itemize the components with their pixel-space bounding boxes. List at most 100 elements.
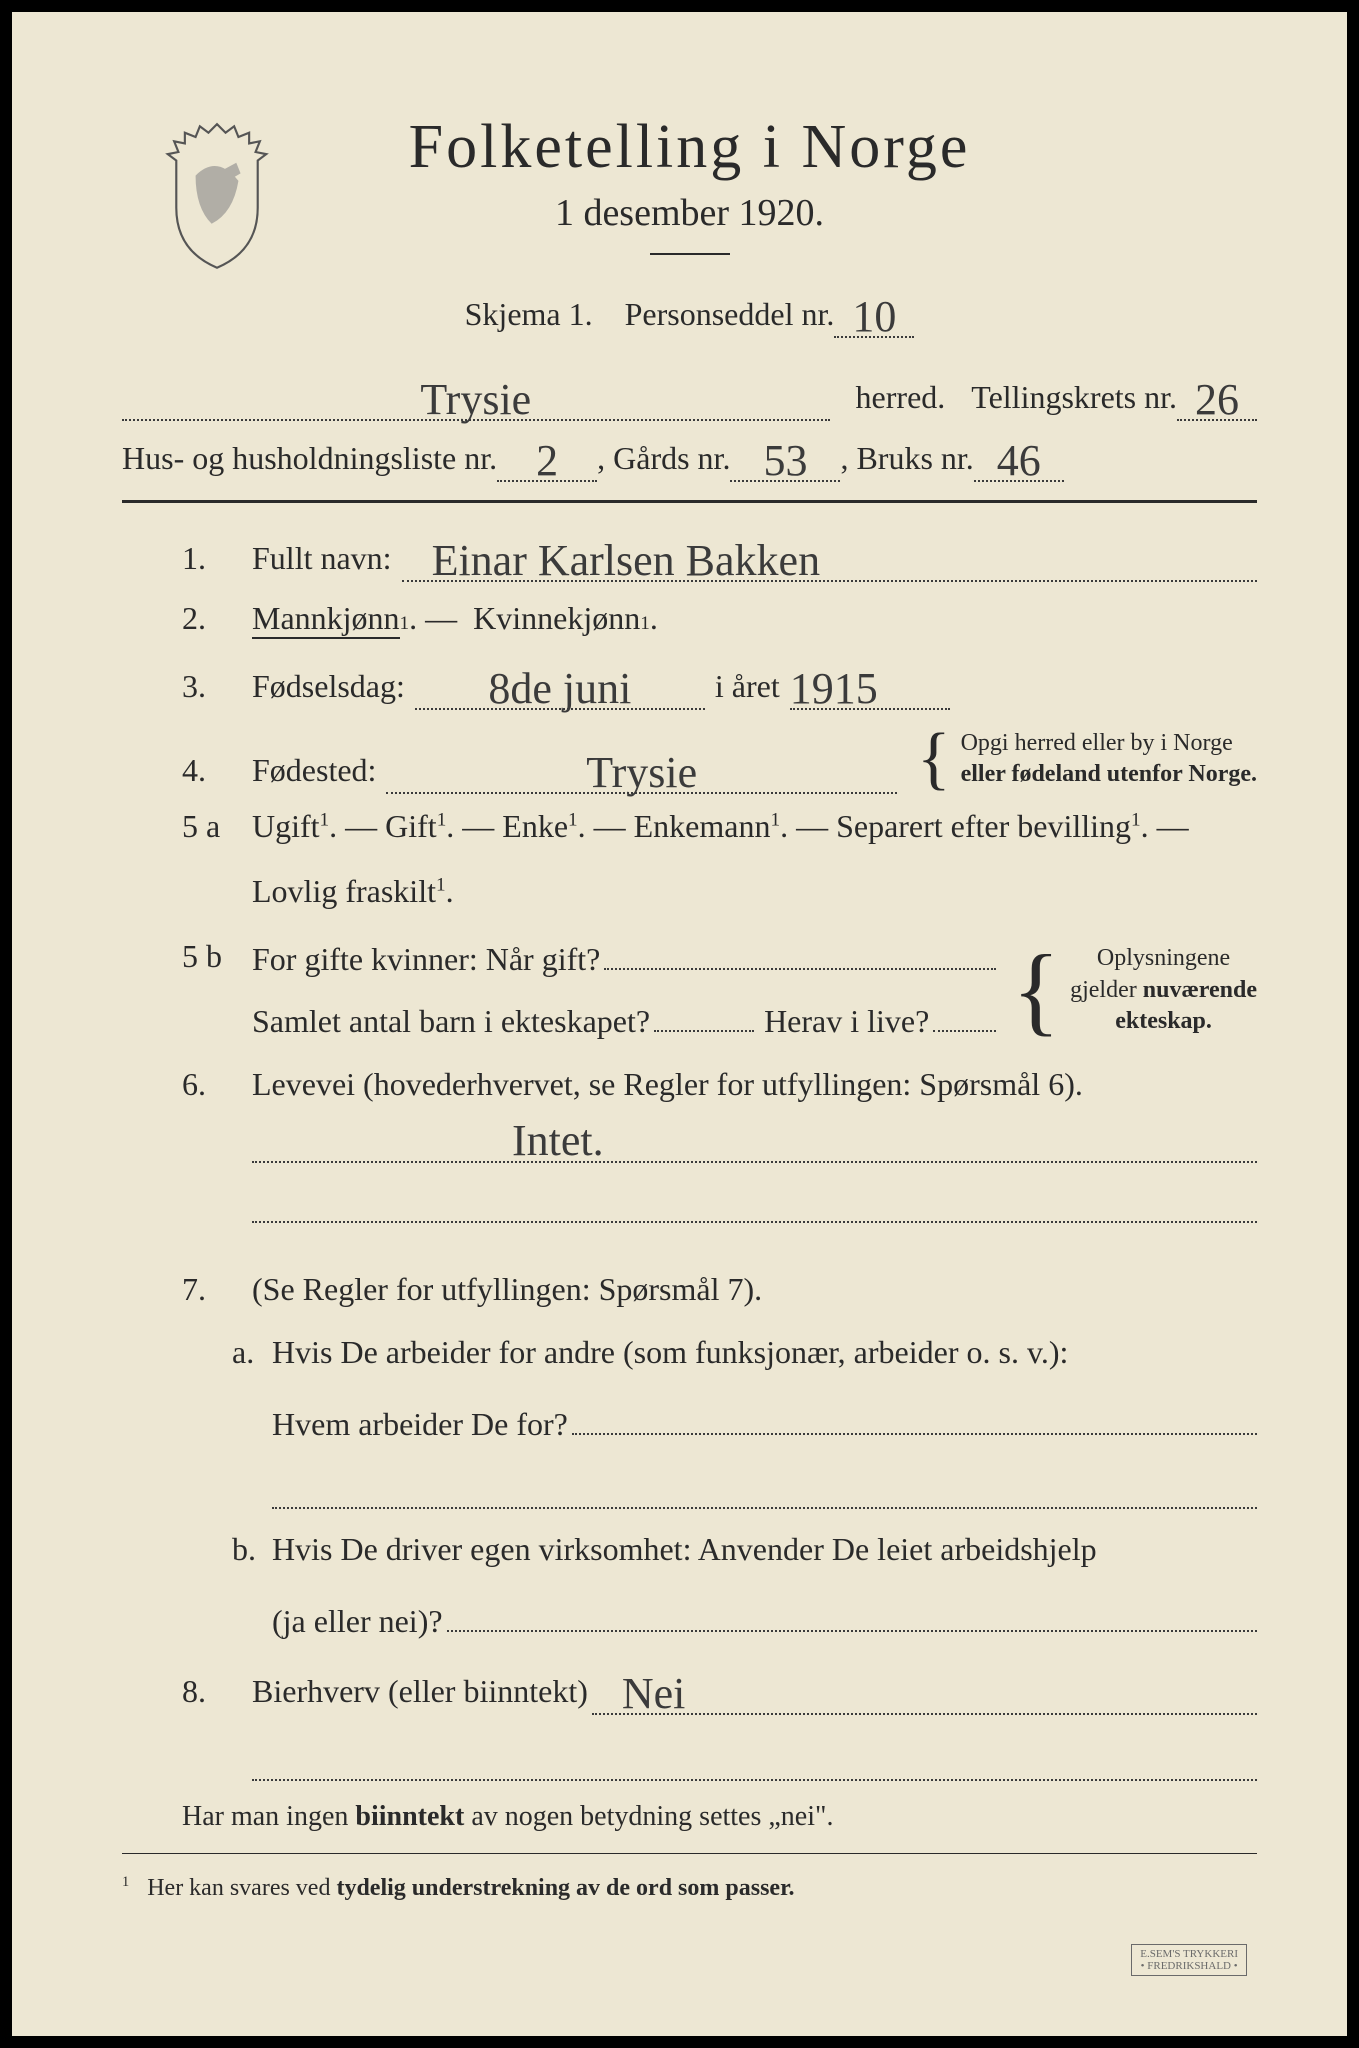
- q2-sep: . —: [409, 600, 457, 637]
- form-date: 1 desember 1920.: [122, 191, 1257, 235]
- q5a-num: 5 a: [182, 808, 252, 845]
- q1-label: Fullt navn:: [252, 540, 392, 577]
- q5b-blank3: [933, 994, 996, 1032]
- personseddel-nr: 10: [852, 292, 896, 341]
- q6-line1: Intet.: [252, 1111, 1257, 1163]
- divider: [122, 500, 1257, 503]
- skjema-line: Skjema 1. Personseddel nr.10: [122, 285, 1257, 338]
- q5b-note: { Oplysningene gjelder nuværende ekteska…: [1006, 943, 1257, 1037]
- q7b-row2: (ja eller nei)?: [122, 1594, 1257, 1640]
- q5a-text: Ugift1. — Gift1. — Enke1. — Enkemann1. —…: [252, 808, 1189, 845]
- personseddel-label: Personseddel nr.: [625, 296, 835, 332]
- q4-note-l2: eller fødeland utenfor Norge.: [961, 761, 1257, 787]
- post-note: Har man ingen biinntekt av nogen betydni…: [182, 1801, 833, 1833]
- footnote: 1 Her kan svares ved tydelig understrekn…: [122, 1874, 1257, 1902]
- q1-value: Einar Karlsen Bakken: [432, 536, 821, 585]
- q8-row: 8. Bierhverv (eller biinntekt) Nei: [122, 1662, 1257, 1715]
- printer-l2: • FREDRIKSHALD •: [1141, 1960, 1238, 1972]
- herred-label: herred.: [856, 379, 946, 416]
- q2-mann: Mannkjønn: [252, 600, 400, 639]
- coat-of-arms-icon: [162, 122, 272, 272]
- q1-num: 1.: [182, 540, 252, 577]
- q7a-num: a.: [232, 1334, 272, 1371]
- q5b-num: 5 b: [182, 938, 252, 975]
- herred-value: Trysie: [420, 375, 531, 424]
- hus-nr: 2: [536, 436, 558, 485]
- q5a-row2: Lovlig fraskilt1.: [122, 873, 1257, 910]
- q5b-lines: For gifte kvinner: Når gift? Samlet anta…: [252, 932, 996, 1048]
- divider: [122, 1853, 1257, 1854]
- hus-label: Hus- og husholdningsliste nr.: [122, 440, 497, 477]
- form-header: Folketelling i Norge 1 desember 1920. Sk…: [122, 112, 1257, 338]
- q7b-num: b.: [232, 1531, 272, 1568]
- q2-sup2: 1: [640, 613, 650, 635]
- gards-label: , Gårds nr.: [597, 440, 730, 477]
- q7b-l2: (ja eller nei)?: [272, 1603, 443, 1640]
- q3-row: 3. Fødselsdag: 8de juni i året 1915: [122, 657, 1257, 710]
- q4-value: Trysie: [586, 748, 697, 797]
- q4-note: { Opgi herred eller by i Norge eller fød…: [911, 728, 1257, 790]
- q4-row: 4. Fødested: Trysie { Opgi herred eller …: [122, 728, 1257, 794]
- q8-label: Bierhverv (eller biinntekt): [252, 1673, 588, 1710]
- q7a-line: [272, 1457, 1257, 1509]
- q7b-blank: [447, 1594, 1257, 1632]
- printer-stamp: E.SEM'S TRYKKERI • FREDRIKSHALD •: [1131, 1944, 1247, 1976]
- q8-line: [252, 1729, 1257, 1781]
- q6-num: 6.: [182, 1066, 252, 1103]
- q2-num: 2.: [182, 600, 252, 637]
- q3-day: 8de juni: [488, 664, 631, 713]
- q2-row: 2. Mannkjønn1 . — Kvinnekjønn1.: [122, 600, 1257, 639]
- q1-row: 1. Fullt navn: Einar Karlsen Bakken: [122, 529, 1257, 582]
- q5b-note-l2: gjelder nuværende: [1070, 977, 1257, 1003]
- brace-icon: {: [1012, 950, 1060, 1030]
- divider: [650, 253, 730, 255]
- hus-row: Hus- og husholdningsliste nr. 2 , Gårds …: [122, 429, 1257, 482]
- q8-num: 8.: [182, 1673, 252, 1710]
- q7a-row: a. Hvis De arbeider for andre (som funks…: [122, 1334, 1257, 1371]
- q8-value: Nei: [622, 1669, 686, 1718]
- q5a-text2: Lovlig fraskilt1.: [252, 873, 454, 910]
- q7a-row2: Hvem arbeider De for?: [122, 1397, 1257, 1443]
- q2-kvinne: Kvinnekjønn: [473, 600, 640, 637]
- footnote-sup: 1: [122, 1874, 129, 1890]
- q4-note-l1: Opgi herred eller by i Norge: [961, 730, 1233, 756]
- q7a-blank: [572, 1397, 1257, 1435]
- q5b-note-l1: Oplysningene: [1097, 945, 1230, 971]
- tellingskrets-label: Tellingskrets nr.: [971, 379, 1177, 416]
- q3-label: Fødselsdag:: [252, 668, 405, 705]
- q3-aret-label: i året: [715, 668, 780, 705]
- q7b-l1: Hvis De driver egen virksomhet: Anvender…: [272, 1531, 1097, 1568]
- q5b-l2b: Herav i live?: [764, 1003, 929, 1040]
- q3-num: 3.: [182, 668, 252, 705]
- footnote-text: Her kan svares ved tydelig understreknin…: [135, 1875, 794, 1901]
- q5b-note-l3: ekteskap.: [1115, 1008, 1212, 1034]
- post-note-row: Har man ingen biinntekt av nogen betydni…: [122, 1801, 1257, 1833]
- q7-num: 7.: [182, 1271, 252, 1308]
- q6-line2: [252, 1171, 1257, 1223]
- brace-icon: {: [917, 731, 951, 787]
- q6-label: Levevei (hovederhvervet, se Regler for u…: [252, 1066, 1083, 1103]
- q5b-l1a: For gifte kvinner: Når gift?: [252, 941, 600, 978]
- q6-row: 6. Levevei (hovederhvervet, se Regler fo…: [122, 1066, 1257, 1103]
- q5b-l2a: Samlet antal barn i ekteskapet?: [252, 1003, 650, 1040]
- q5b-block: 5 b For gifte kvinner: Når gift? Samlet …: [122, 932, 1257, 1048]
- q7b-row: b. Hvis De driver egen virksomhet: Anven…: [122, 1531, 1257, 1568]
- form-title: Folketelling i Norge: [122, 112, 1257, 183]
- gards-nr: 53: [763, 436, 807, 485]
- bruks-label: , Bruks nr.: [840, 440, 973, 477]
- q5a-row: 5 a Ugift1. — Gift1. — Enke1. — Enkemann…: [122, 808, 1257, 845]
- herred-row: Trysie herred. Tellingskrets nr. 26: [122, 368, 1257, 421]
- q7-row: 7. (Se Regler for utfyllingen: Spørsmål …: [122, 1271, 1257, 1308]
- q5b-l1: For gifte kvinner: Når gift?: [252, 932, 996, 978]
- q3-year: 1915: [790, 664, 878, 713]
- q4-label: Fødested:: [252, 752, 376, 789]
- q5b-blank1: [604, 932, 996, 970]
- q2-sup1: 1: [400, 613, 410, 635]
- q5b-blank2: [654, 994, 754, 1032]
- q7-intro: (Se Regler for utfyllingen: Spørsmål 7).: [252, 1271, 762, 1308]
- bruks-nr: 46: [997, 436, 1041, 485]
- q7a-l2: Hvem arbeider De for?: [272, 1406, 568, 1443]
- tellingskrets-nr: 26: [1195, 375, 1239, 424]
- q6-value: Intet.: [512, 1115, 604, 1166]
- q7a-l1: Hvis De arbeider for andre (som funksjon…: [272, 1334, 1068, 1371]
